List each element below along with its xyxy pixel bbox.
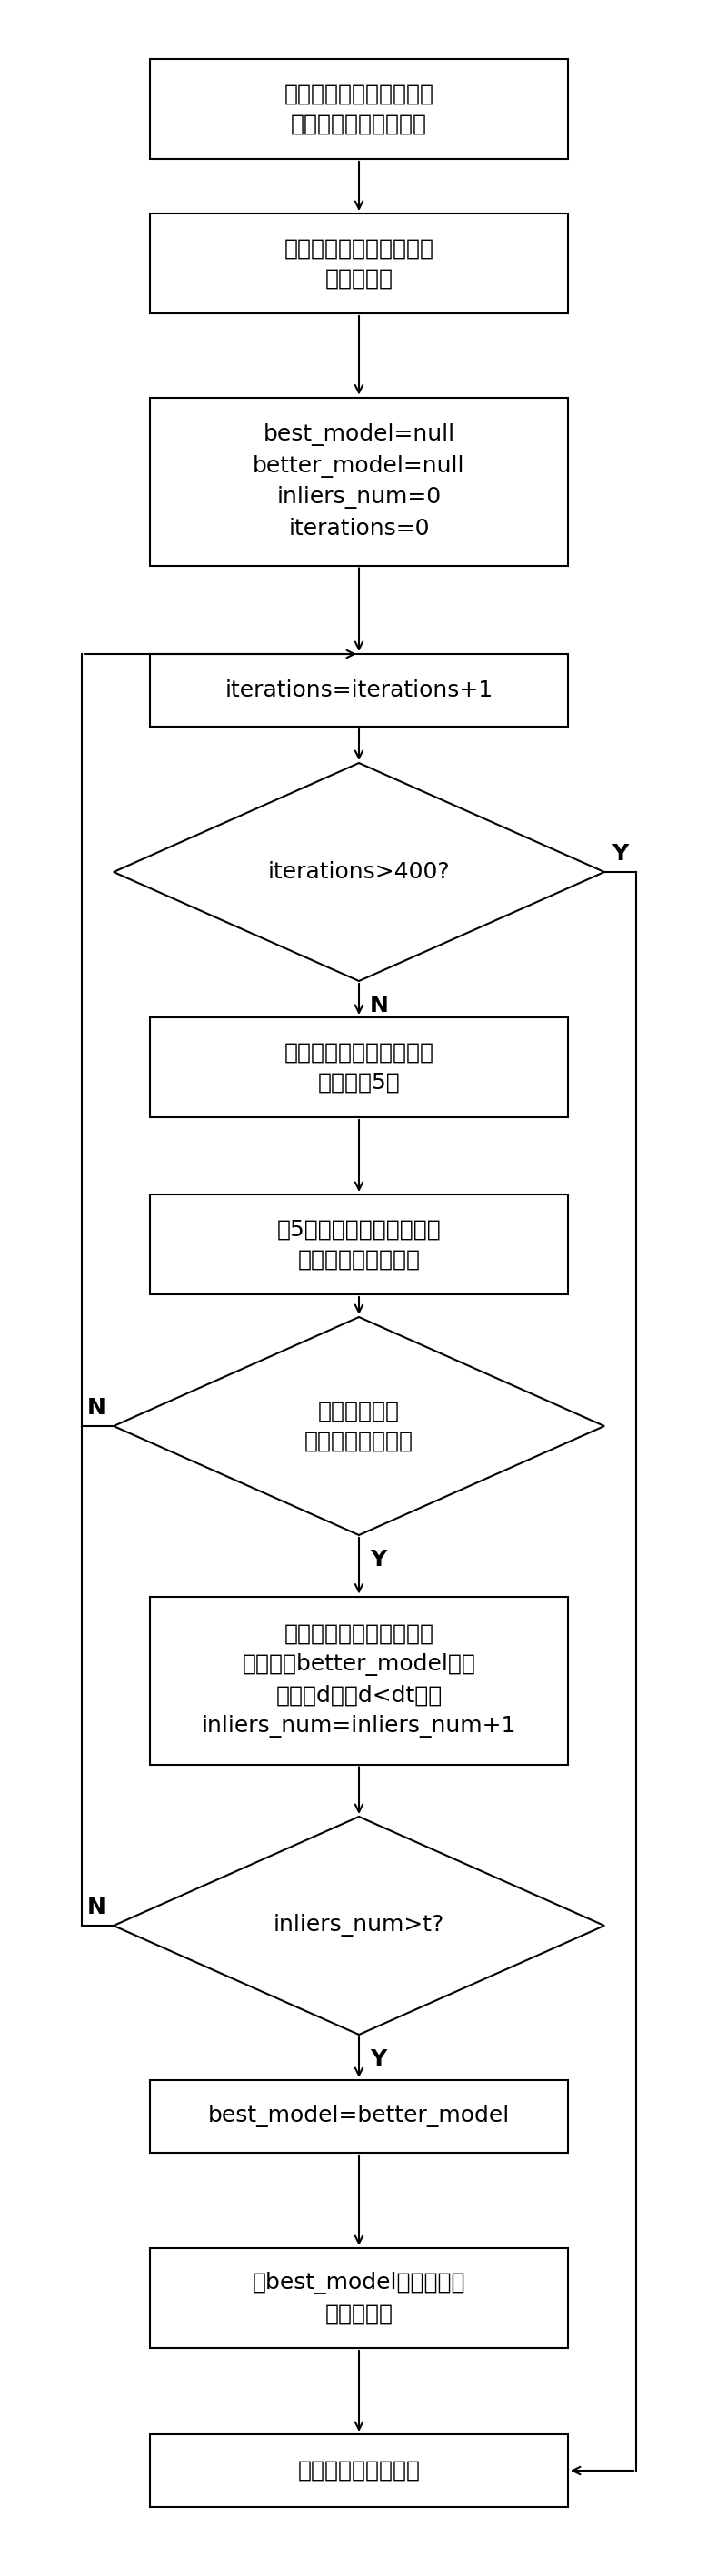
Text: Y: Y xyxy=(370,1548,386,1571)
Text: 方程组有解，
且所得解为椭圆？: 方程组有解， 且所得解为椭圆？ xyxy=(305,1399,414,1453)
FancyBboxPatch shape xyxy=(150,654,568,726)
FancyBboxPatch shape xyxy=(150,1018,568,1118)
Text: 将5个点的坐标代入椭圆方
程，得到线性方程组: 将5个点的坐标代入椭圆方 程，得到线性方程组 xyxy=(277,1218,441,1270)
Text: iterations>400?: iterations>400? xyxy=(267,860,450,884)
Text: 将模板置于图像一角，开
始滑过图像: 将模板置于图像一角，开 始滑过图像 xyxy=(284,237,434,289)
FancyBboxPatch shape xyxy=(150,397,568,564)
Text: best_model=better_model: best_model=better_model xyxy=(208,2105,510,2128)
Text: 移动模板，继续检测: 移动模板，继续检测 xyxy=(298,2460,420,2481)
Text: Y: Y xyxy=(370,2048,386,2071)
Text: Y: Y xyxy=(612,842,628,866)
FancyBboxPatch shape xyxy=(150,214,568,314)
FancyBboxPatch shape xyxy=(150,59,568,160)
Text: 由best_model求取椭圆中
心，并标记: 由best_model求取椭圆中 心，并标记 xyxy=(252,2272,465,2324)
Text: 建立一个模板，用于提取
一小块边缘图进行检测: 建立一个模板，用于提取 一小块边缘图进行检测 xyxy=(284,82,434,134)
Text: N: N xyxy=(87,1396,106,1419)
Polygon shape xyxy=(113,1816,604,2035)
FancyBboxPatch shape xyxy=(150,1195,568,1293)
Polygon shape xyxy=(113,762,604,981)
Text: N: N xyxy=(87,1896,106,1919)
Text: N: N xyxy=(370,994,389,1018)
FancyBboxPatch shape xyxy=(150,2434,568,2506)
Polygon shape xyxy=(113,1316,604,1535)
Text: inliers_num>t?: inliers_num>t? xyxy=(273,1914,445,1937)
Text: 遍历当前模板内各点，求
解各点到better_model的代
数距离d。若d<dt，则
inliers_num=inliers_num+1: 遍历当前模板内各点，求 解各点到better_model的代 数距离d。若d<d… xyxy=(201,1623,516,1739)
Text: best_model=null
better_model=null
inliers_num=0
iterations=0: best_model=null better_model=null inlier… xyxy=(253,422,465,538)
FancyBboxPatch shape xyxy=(150,1597,568,1765)
FancyBboxPatch shape xyxy=(150,2249,568,2347)
Text: 从模板内的边缘像素点内
随机抽取5点: 从模板内的边缘像素点内 随机抽取5点 xyxy=(284,1041,434,1092)
FancyBboxPatch shape xyxy=(150,2079,568,2154)
Text: iterations=iterations+1: iterations=iterations+1 xyxy=(225,680,493,701)
